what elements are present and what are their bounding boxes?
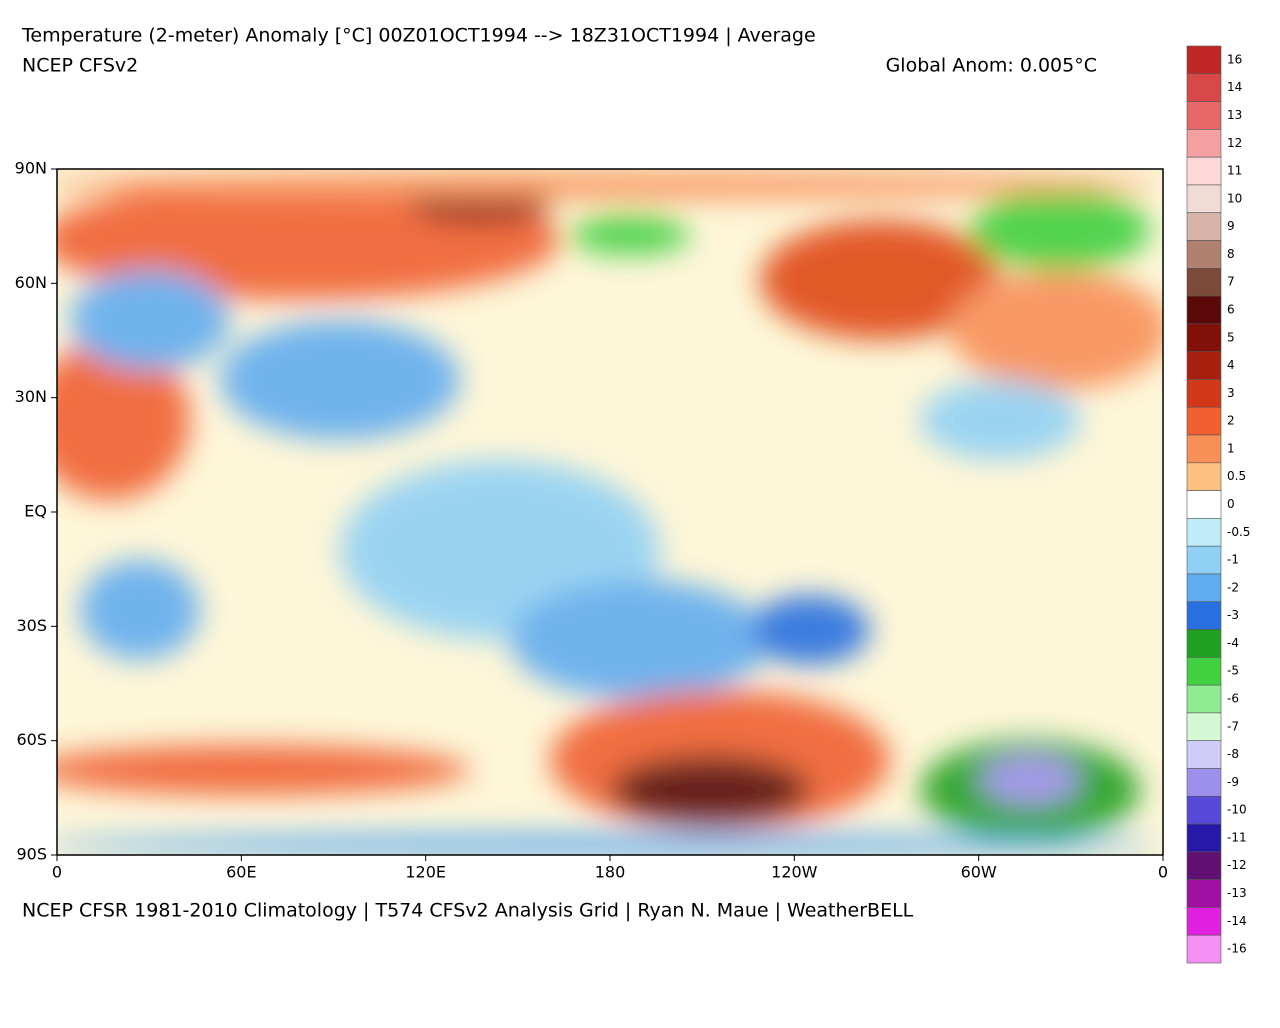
colorbar: 16 14 13 12 11 10 9 8 7 6 5 4 3 2 1 0.5 0 -0.5 -1 -2 -3 -4 -5 -… bbox=[1186, 45, 1250, 964]
colorbar-box bbox=[1186, 379, 1222, 408]
colorbar-box bbox=[1186, 518, 1222, 547]
colorbar-label: 9 bbox=[1227, 219, 1235, 233]
lat-label: 90N bbox=[15, 159, 47, 178]
colorbar-label: -8 bbox=[1227, 747, 1239, 761]
colorbar-box bbox=[1186, 406, 1222, 436]
lat-label: 60N bbox=[15, 273, 47, 292]
footer: NCEP CFSR 1981-2010 Climatology | T574 C… bbox=[22, 900, 914, 922]
colorbar-label: -12 bbox=[1227, 858, 1247, 872]
colorbar-box bbox=[1186, 934, 1222, 964]
colorbar-box bbox=[1186, 462, 1222, 491]
colorbar-label: 12 bbox=[1227, 136, 1242, 150]
colorbar-label: 0.5 bbox=[1227, 469, 1246, 483]
colorbar-box bbox=[1186, 795, 1222, 825]
lon-label: 60W bbox=[961, 863, 997, 882]
lon-label: 180 bbox=[595, 863, 626, 882]
colorbar-box bbox=[1186, 73, 1222, 102]
map-field bbox=[57, 169, 1163, 855]
colorbar-label: -9 bbox=[1227, 775, 1239, 789]
colorbar-label: 6 bbox=[1227, 302, 1235, 316]
lon-label: 60E bbox=[226, 863, 256, 882]
colorbar-box bbox=[1186, 573, 1222, 603]
colorbar-label: -6 bbox=[1227, 692, 1239, 706]
colorbar-box bbox=[1186, 129, 1222, 158]
colorbar-label: 8 bbox=[1227, 247, 1235, 261]
colorbar-box bbox=[1186, 295, 1222, 325]
colorbar-label: -4 bbox=[1227, 636, 1239, 650]
colorbar-box bbox=[1186, 268, 1222, 297]
colorbar-box bbox=[1186, 712, 1222, 741]
colorbar-box bbox=[1186, 490, 1222, 519]
colorbar-label: 16 bbox=[1227, 52, 1242, 66]
axes: 90N 60N 30N EQ 30S 60S 90S 0 60E 120E 180 120W 60W 0 bbox=[15, 159, 1168, 882]
colorbar-box bbox=[1186, 323, 1222, 352]
colorbar-box bbox=[1186, 434, 1222, 464]
colorbar-label: -16 bbox=[1227, 942, 1247, 956]
lon-label: 0 bbox=[1158, 863, 1168, 882]
colorbar-label: 10 bbox=[1227, 191, 1242, 205]
lon-label: 0 bbox=[52, 863, 62, 882]
colorbar-label: 3 bbox=[1227, 386, 1235, 400]
colorbar-box bbox=[1186, 907, 1222, 936]
lat-label: 30N bbox=[15, 387, 47, 406]
colorbar-box bbox=[1186, 629, 1222, 658]
colorbar-box bbox=[1186, 212, 1222, 241]
colorbar-label: -7 bbox=[1227, 719, 1239, 733]
colorbar-box bbox=[1186, 823, 1222, 853]
colorbar-label: 5 bbox=[1227, 330, 1235, 344]
colorbar-label: 13 bbox=[1227, 108, 1242, 122]
colorbar-box bbox=[1186, 240, 1222, 269]
colorbar-label: 14 bbox=[1227, 80, 1242, 94]
colorbar-label: -2 bbox=[1227, 580, 1239, 594]
colorbar-box bbox=[1186, 45, 1222, 75]
colorbar-label: -10 bbox=[1227, 803, 1247, 817]
lat-label: 30S bbox=[16, 616, 47, 635]
colorbar-label: -14 bbox=[1227, 914, 1247, 928]
colorbar-box bbox=[1186, 851, 1222, 880]
colorbar-box bbox=[1186, 184, 1222, 214]
lat-label: 90S bbox=[16, 845, 47, 864]
colorbar-box bbox=[1186, 684, 1222, 714]
colorbar-label: 4 bbox=[1227, 358, 1235, 372]
colorbar-label: -0.5 bbox=[1227, 525, 1250, 539]
colorbar-box bbox=[1186, 657, 1222, 686]
lon-label: 120W bbox=[771, 863, 818, 882]
colorbar-box bbox=[1186, 156, 1222, 186]
colorbar-label: 11 bbox=[1227, 164, 1242, 178]
colorbar-label: 1 bbox=[1227, 441, 1235, 455]
lat-label: 60S bbox=[16, 730, 47, 749]
title: Temperature (2-meter) Anomaly [°C] 00Z01… bbox=[21, 25, 816, 47]
lon-label: 120E bbox=[405, 863, 446, 882]
global-anom: Global Anom: 0.005°C bbox=[886, 55, 1097, 77]
model: NCEP CFSv2 bbox=[22, 55, 138, 77]
colorbar-label: -3 bbox=[1227, 608, 1239, 622]
colorbar-box bbox=[1186, 545, 1222, 575]
colorbar-label: -11 bbox=[1227, 830, 1247, 844]
colorbar-label: -13 bbox=[1227, 886, 1247, 900]
colorbar-box bbox=[1186, 601, 1222, 630]
colorbar-box bbox=[1186, 101, 1222, 130]
colorbar-label: 2 bbox=[1227, 414, 1235, 428]
lat-label: EQ bbox=[24, 502, 47, 521]
colorbar-label: 7 bbox=[1227, 275, 1235, 289]
colorbar-box bbox=[1186, 879, 1222, 908]
colorbar-label: 0 bbox=[1227, 497, 1235, 511]
colorbar-box bbox=[1186, 768, 1222, 797]
colorbar-label: -5 bbox=[1227, 664, 1239, 678]
colorbar-label: -1 bbox=[1227, 553, 1239, 567]
colorbar-box bbox=[1186, 351, 1222, 380]
colorbar-box bbox=[1186, 740, 1222, 769]
